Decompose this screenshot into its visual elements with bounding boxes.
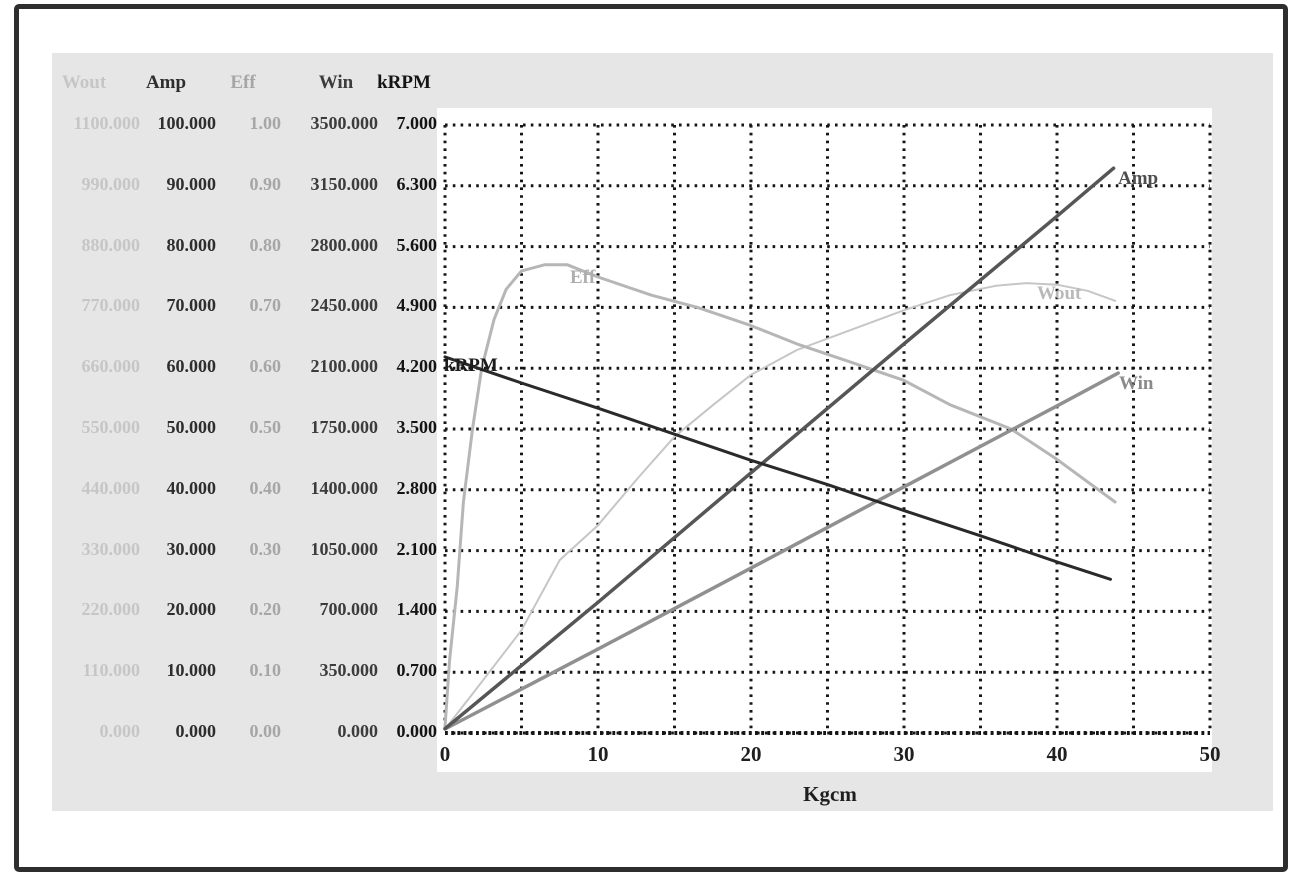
curve-eff [443, 263, 1117, 729]
curve-label-eff: Eff [570, 267, 596, 288]
curve-amp [443, 166, 1116, 731]
grid [443, 123, 1212, 735]
curve-label-win: Win [1119, 373, 1154, 394]
curve-krpm [443, 355, 1112, 581]
curve-label-wout: Wout [1037, 283, 1082, 304]
curve-win [443, 371, 1120, 731]
curve-wout [444, 282, 1117, 731]
curve-label-amp: Amp [1118, 168, 1158, 189]
curve-label-krpm: kRPM [444, 355, 498, 376]
plot-area [437, 108, 1212, 772]
